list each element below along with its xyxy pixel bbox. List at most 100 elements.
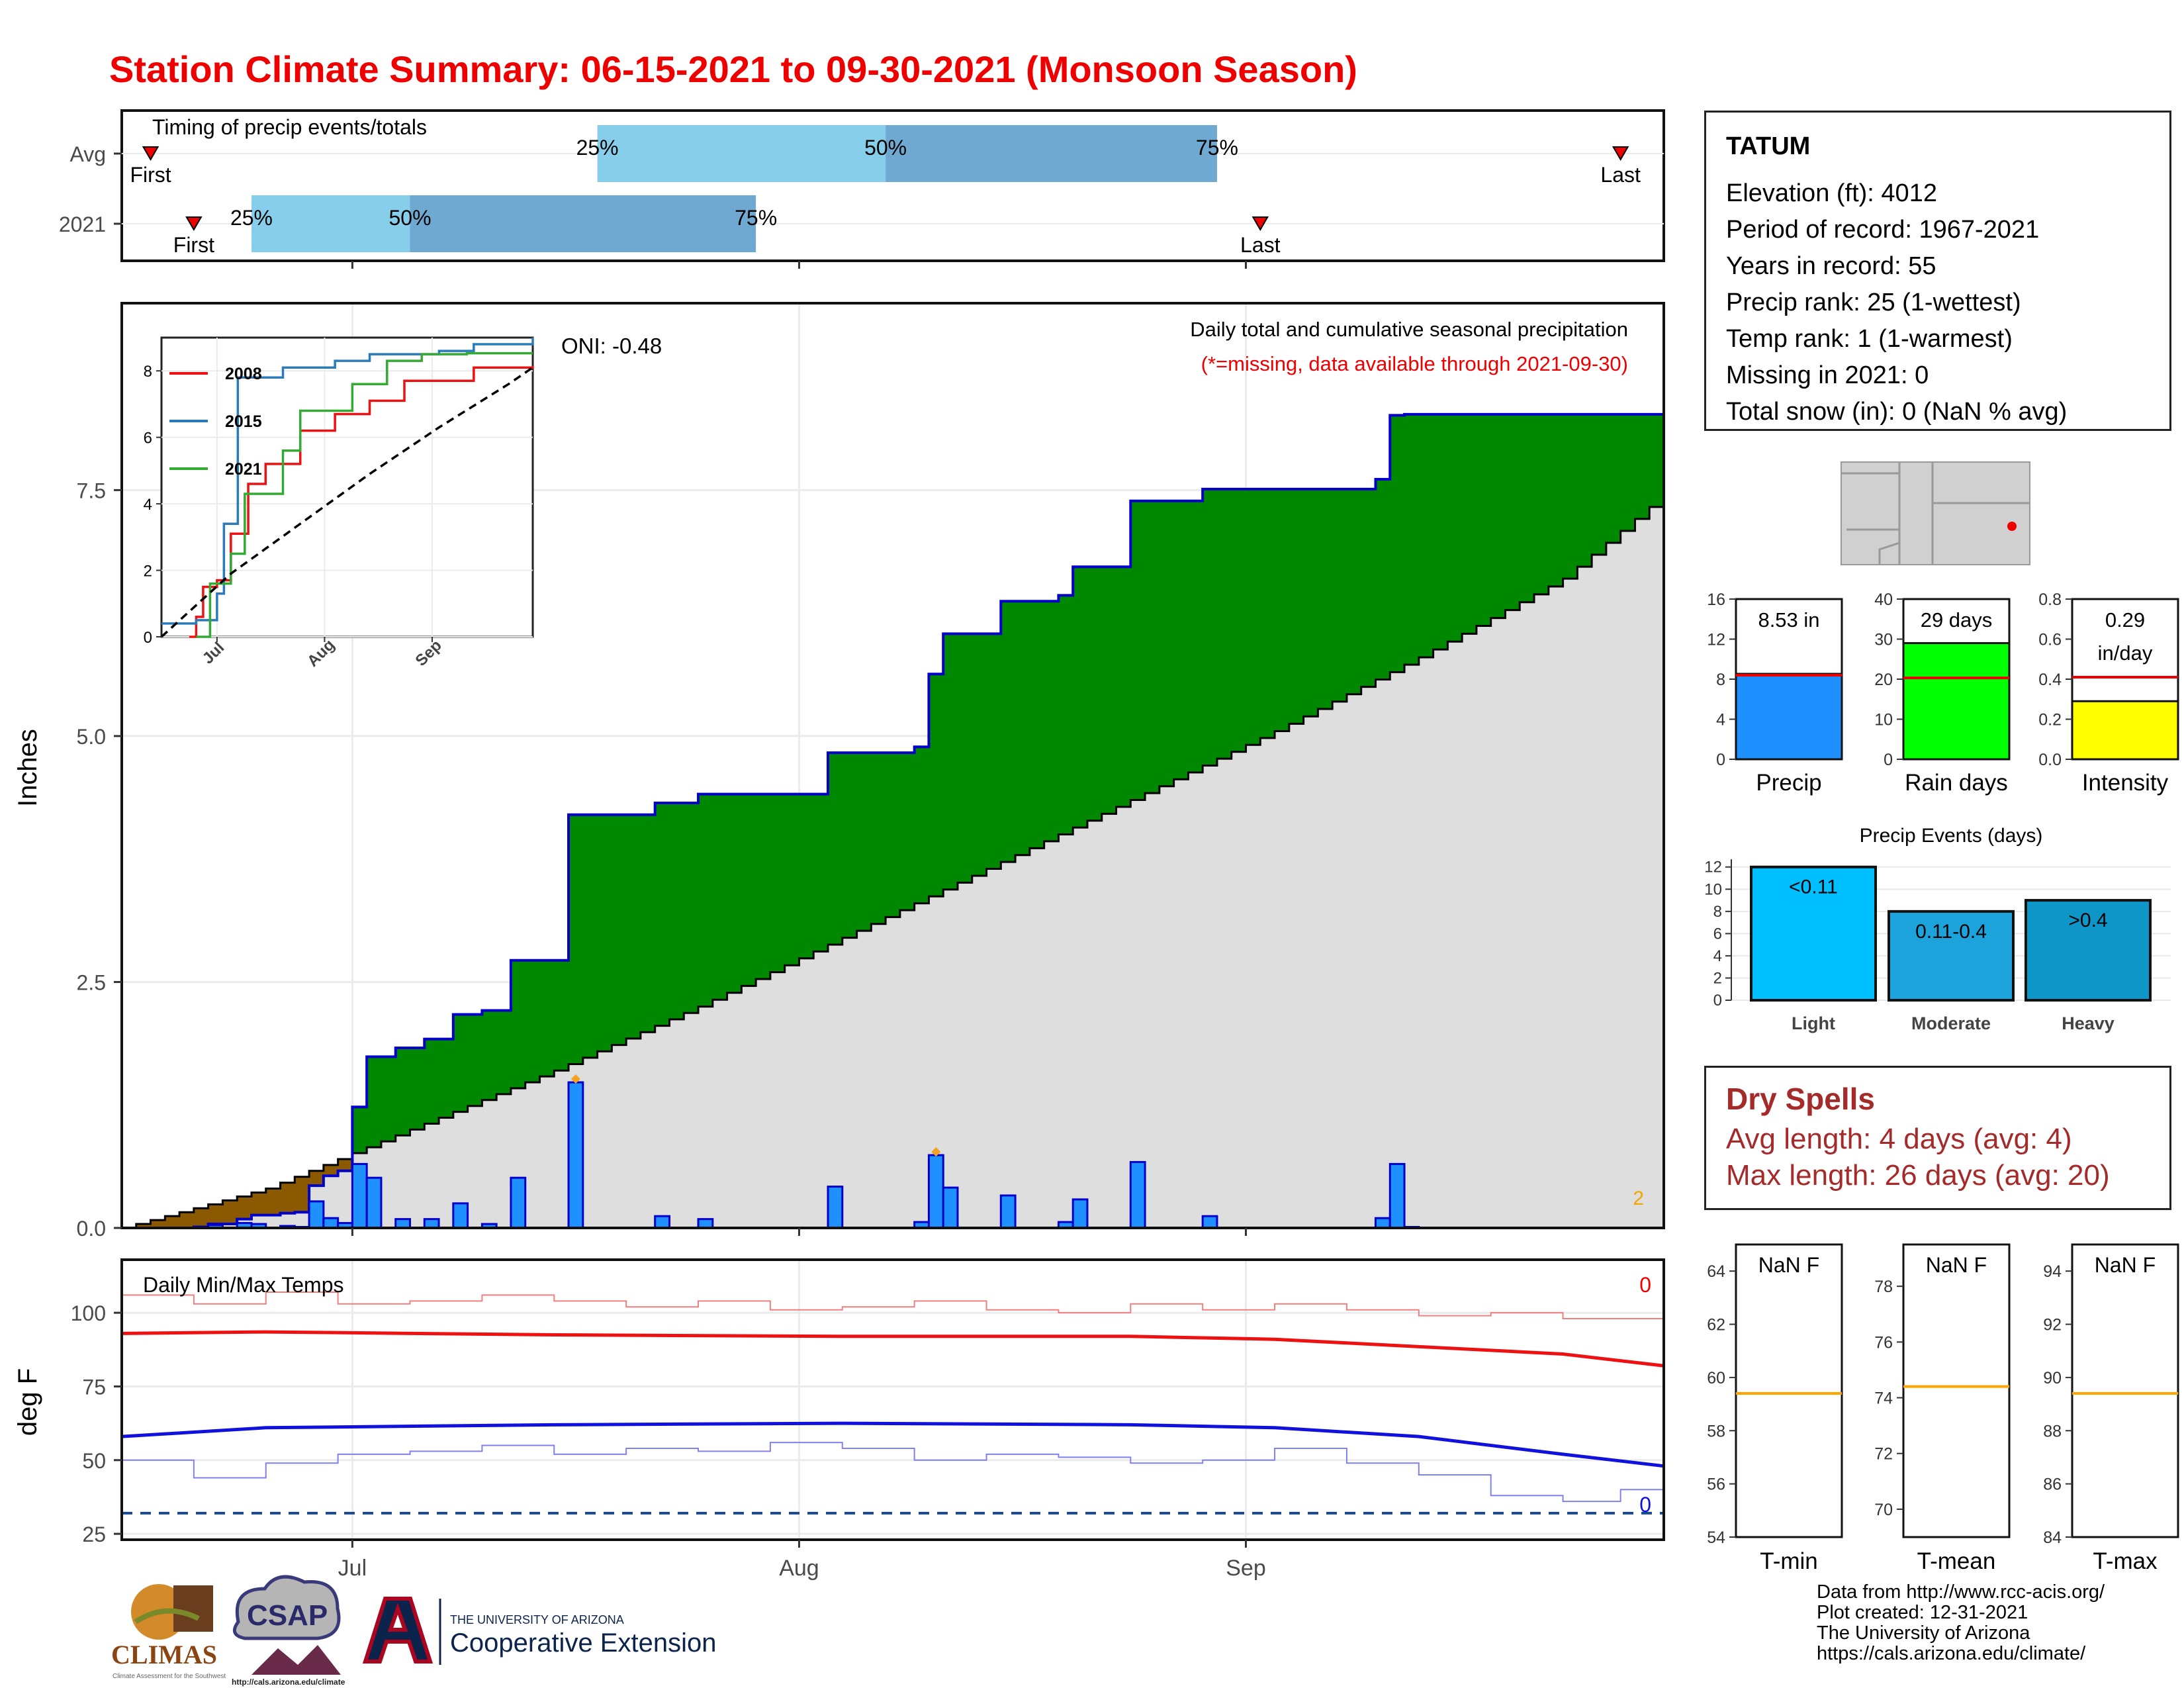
temp-ylabel: deg F <box>13 1368 42 1436</box>
temp-xtick-label: Sep <box>1226 1556 1266 1581</box>
summary-ytick-label: 0.0 <box>2038 751 2062 769</box>
summary-value-label: 8.53 in <box>1758 608 1819 632</box>
precip-ytick-label: 7.5 <box>77 479 106 502</box>
ua-a-icon <box>362 1597 433 1664</box>
missing-count: 2 <box>1633 1188 1644 1209</box>
csap-url: http://cals.arizona.edu/climate <box>232 1677 345 1687</box>
daily-precip-bar <box>697 1218 714 1229</box>
precip-panel: 0.0 2.5 5.0 7.5 Daily total and cumulative … <box>13 302 1665 1241</box>
station-detail-line: Missing in 2021: 0 <box>1726 361 1929 389</box>
temp-ytick-label: 75 <box>82 1375 106 1399</box>
timing-bar-late <box>886 125 1217 182</box>
timing-bar-early <box>251 195 410 252</box>
station-detail-line: Period of record: 1967-2021 <box>1726 216 2040 244</box>
inset-series-line <box>189 365 534 638</box>
temp-box-value: NaN F <box>1926 1253 1987 1277</box>
percentile-label: 75% <box>735 206 777 230</box>
tmax-daily-line <box>122 1291 1664 1325</box>
temp-box-frame <box>2071 1243 2179 1538</box>
summary-bar <box>2071 700 2179 761</box>
timing-bar-late <box>410 195 756 252</box>
summary-value-label: 29 days <box>1921 608 1993 632</box>
temp-box-ytick-label: 84 <box>2043 1528 2062 1547</box>
summary-ytick-label: 16 <box>1707 590 1725 609</box>
first-marker-icon <box>185 216 203 231</box>
inset-series-line <box>196 352 533 638</box>
oni-label: ONI: -0.48 <box>561 334 662 358</box>
events-bar-range: 0.11-0.4 <box>1915 921 1987 943</box>
dry-spells-avg: Avg length: 4 days (avg: 4) <box>1726 1123 2072 1155</box>
daily-precip-bar <box>322 1217 340 1229</box>
timing-row-label: 2021 <box>59 212 106 236</box>
summary-bar <box>1735 673 1843 761</box>
avg-cumulative-line <box>122 494 1665 1229</box>
summary-ytick-label: 0.6 <box>2038 631 2062 649</box>
station-detail-line: Elevation (ft): 4012 <box>1726 179 1937 207</box>
events-bar <box>2025 899 2152 1002</box>
daily-precip-bar <box>423 1218 440 1229</box>
temp-frame <box>120 1258 1665 1541</box>
csap-mountain-icon <box>251 1645 341 1675</box>
events-ytick-label: 8 <box>1713 903 1722 921</box>
above-avg-area <box>352 414 1664 1154</box>
temp-xtick-label: Aug <box>779 1556 819 1581</box>
tmax-avg-line <box>121 1330 1664 1368</box>
summary-ytick-label: 20 <box>1874 671 1893 689</box>
temp-box-value: NaN F <box>2095 1253 2156 1277</box>
percentile-label: 50% <box>388 206 431 230</box>
daily-precip-bar <box>394 1218 412 1229</box>
summary-ytick-label: 8 <box>1716 671 1725 689</box>
daily-precip-bar <box>654 1215 670 1229</box>
summary-ytick-label: 4 <box>1716 711 1725 729</box>
summary-ytick-label: 0.2 <box>2038 711 2062 729</box>
temp-box-label: T-max <box>2093 1548 2158 1574</box>
climas-logo: CLIMAS Climate Assessment for the Southw… <box>111 1584 226 1680</box>
temp-box-label: T-mean <box>1917 1548 1996 1574</box>
events-title: Precip Events (days) <box>1860 825 2043 847</box>
state-borders <box>1841 462 2030 565</box>
inset-ytick-label: 2 <box>144 563 152 581</box>
temp-box-ytick-label: 64 <box>1707 1262 1725 1281</box>
ua-top-text: THE UNIVERSITY OF ARIZONA <box>450 1613 624 1626</box>
percentile-label: 75% <box>1196 136 1238 160</box>
station-details: Elevation (ft): 4012 Period of record: 19… <box>1726 175 2067 430</box>
events-chart: Precip Events (days) 0 2 4 6 8 10 12 <0.11 Light 0… <box>1704 825 2171 1033</box>
percentile-label: 50% <box>864 136 907 160</box>
inset-series-line <box>160 366 533 638</box>
station-detail-line: Precip rank: 25 (1-wettest) <box>1726 289 2021 316</box>
temp-box-ytick-label: 76 <box>1874 1333 1893 1352</box>
timing-panel: Timing of precip events/totals 25% 50% 75%… <box>59 109 1665 269</box>
inset-legend-label: 2021 <box>225 460 262 479</box>
temp-panel: 25 50 75 100 Jul Aug Sep Daily Min/Max Temps 0… <box>13 1258 1665 1581</box>
daily-precip-bar <box>351 1162 368 1229</box>
events-bar-label: Moderate <box>1911 1013 1991 1033</box>
inset-ytick-label: 6 <box>144 430 152 447</box>
station-detail-line: Years in record: 55 <box>1726 252 1936 280</box>
temp-ytick-label: 25 <box>82 1523 106 1546</box>
last-label: Last <box>1240 233 1281 257</box>
record-marker-icon <box>931 1147 941 1157</box>
temp-box-ytick-label: 78 <box>1874 1278 1893 1296</box>
csap-text: CSAP <box>247 1599 328 1632</box>
precip-ytick-label: 0.0 <box>77 1217 106 1241</box>
timing-label: Timing of precip events/totals <box>152 115 427 139</box>
first-marker-icon <box>142 146 159 161</box>
events-ytick-label: 4 <box>1713 947 1722 965</box>
daily-precip-bar <box>510 1176 527 1229</box>
ua-bottom-text: Cooperative Extension <box>450 1628 716 1658</box>
daily-precip-bar <box>927 1154 944 1229</box>
last-label: Last <box>1600 163 1641 187</box>
events-ytick-label: 6 <box>1713 925 1722 943</box>
temp-box-ytick-label: 88 <box>2043 1422 2062 1440</box>
summary-ytick-label: 40 <box>1874 590 1893 609</box>
temp-xtick-label: Jul <box>338 1556 367 1581</box>
dry-spells-max: Max length: 26 days (avg: 20) <box>1726 1159 2110 1192</box>
timing-row-label: Avg <box>69 142 106 166</box>
border-line <box>1878 541 1900 565</box>
daily-precip-bar <box>308 1200 325 1229</box>
events-bar-range: >0.4 <box>2068 910 2107 931</box>
inset-ytick-label: 8 <box>144 363 152 381</box>
locator-map <box>1841 461 2030 565</box>
below-avg-area <box>136 1158 353 1228</box>
tmin-daily-line <box>122 1442 1664 1513</box>
